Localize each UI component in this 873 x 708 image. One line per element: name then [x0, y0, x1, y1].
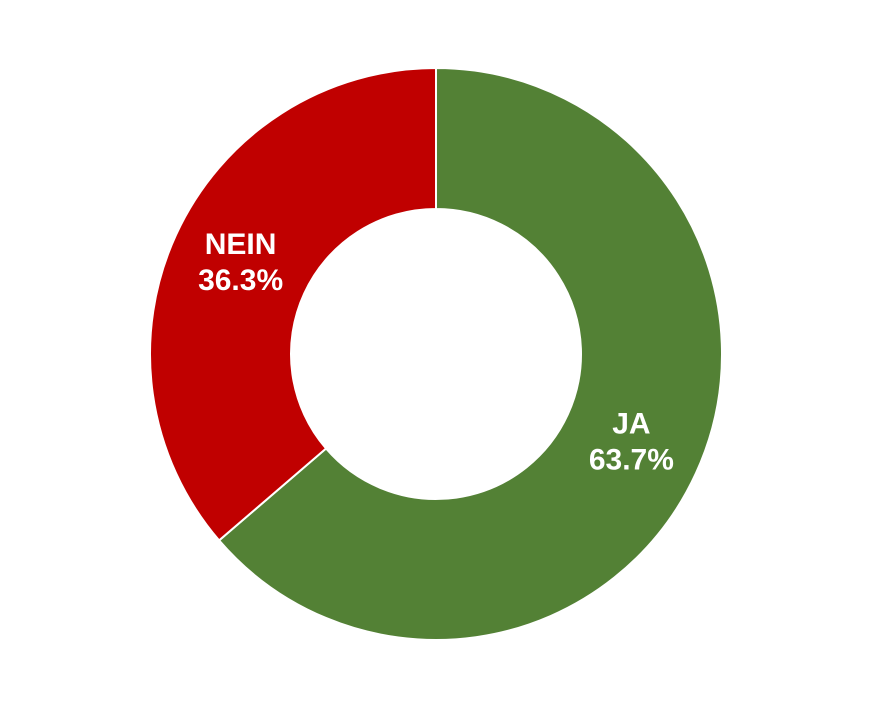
- segment-label: NEIN: [205, 228, 277, 261]
- segment-label: JA: [612, 408, 650, 441]
- donut-segment: [149, 66, 437, 542]
- value-label: 63.7%: [589, 444, 674, 477]
- value-label: 36.3%: [198, 264, 283, 297]
- donut-segment: [217, 66, 723, 641]
